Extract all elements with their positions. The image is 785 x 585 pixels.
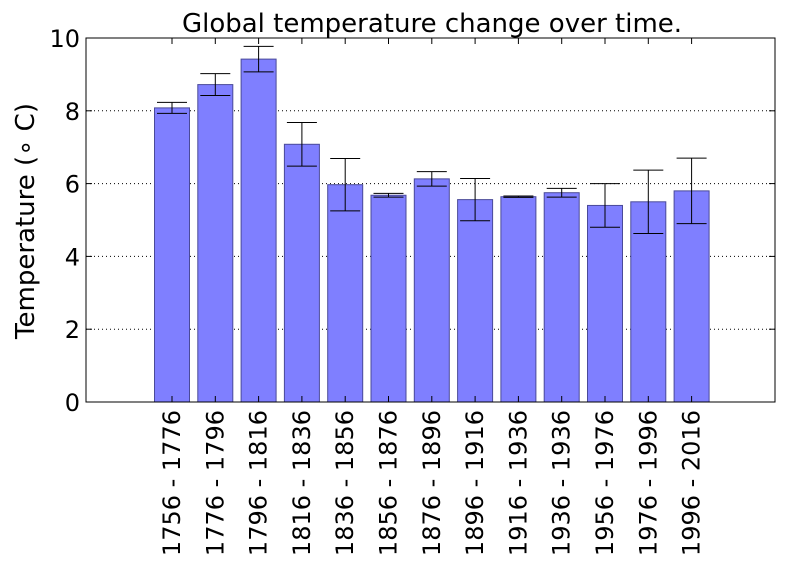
bar [413,178,450,403]
y-axis-label: Temperature (∘ C) [11,103,41,340]
error-bar [676,157,707,225]
error-bars [157,45,707,234]
error-bar [416,171,447,187]
x-tick-label: 1976 - 1996 [634,410,662,556]
x-tick-label: 1836 - 1856 [331,410,359,556]
y-tick-label: 4 [65,243,80,271]
x-tick-label: 1756 - 1776 [158,410,186,556]
x-tick-label: 1856 - 1876 [375,410,403,556]
bar [197,84,234,403]
chart-title: Global temperature change over time. [182,9,682,39]
plot-frame [85,37,776,403]
bar [240,58,277,403]
x-tick-label: 1956 - 1976 [591,410,619,556]
bar [587,204,623,403]
error-bar [286,121,317,167]
error-bar [373,192,404,198]
bar [673,190,710,403]
y-tick-label: 6 [65,171,80,199]
x-tick-label: 1896 - 1916 [461,410,489,556]
bar [457,199,494,403]
y-tick-label: 2 [65,316,80,344]
error-bar [200,73,231,97]
y-tick-label: 0 [65,389,80,417]
x-axis-ticks: 1756 - 1776 1776 - 1796 1796 - 1816 1816 - … [158,38,706,556]
bar [543,192,580,403]
error-bar [243,45,274,73]
error-bar [546,187,577,198]
x-tick-label: 1816 - 1836 [288,410,316,556]
error-bar [330,157,361,212]
error-bar [157,101,187,114]
bars [154,58,710,403]
error-bar [633,169,664,234]
x-tick-label: 1936 - 1936 [548,410,576,556]
bar [327,184,364,403]
y-tick-label: 8 [65,98,80,126]
x-tick-label: 1876 - 1896 [418,410,446,556]
bar [154,107,190,403]
error-bar [590,183,620,228]
error-bar [460,178,491,222]
x-tick-label: 1776 - 1796 [201,410,229,556]
y-tick-label: 10 [49,25,80,53]
bar [500,196,537,403]
error-bar [503,195,534,198]
bar [283,143,320,403]
y-axis-ticks: 0 2 4 6 8 10 [49,25,775,417]
x-tick-label: 1796 - 1816 [245,410,273,556]
bar [370,194,407,403]
x-tick-label: 1916 - 1936 [504,410,532,556]
x-tick-label: 1996 - 2016 [678,410,706,556]
